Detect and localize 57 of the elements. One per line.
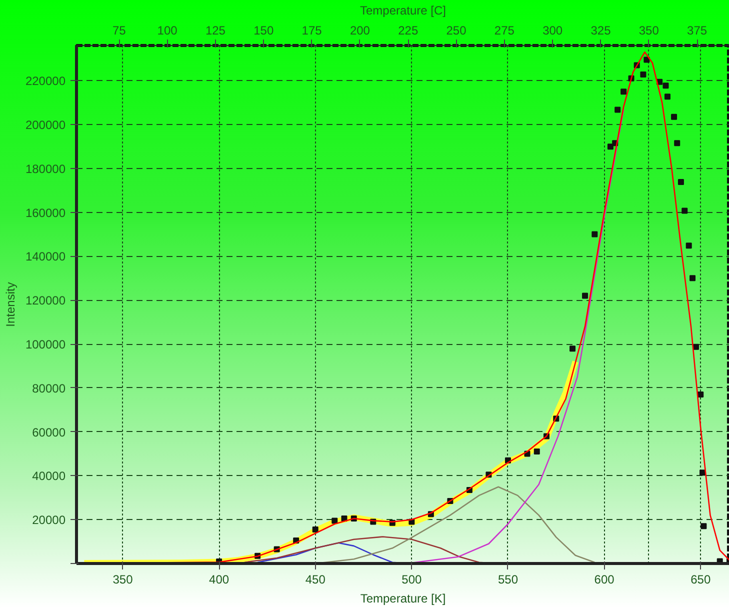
y-tick-label: 40000 [32, 469, 66, 484]
x2-tick-label: 350 [638, 24, 660, 38]
x2-tick-label: 175 [302, 24, 322, 38]
x-tick-label: 450 [305, 572, 326, 586]
point [640, 71, 646, 78]
point [700, 523, 707, 530]
y-tick-label: 120000 [25, 294, 66, 308]
point [592, 231, 598, 238]
x2-tick-label: 75 [112, 24, 126, 38]
x2-tick-label: 225 [398, 24, 418, 38]
x2-tick-label: 300 [542, 24, 563, 38]
point [674, 140, 680, 146]
y-tick-label: 80000 [32, 381, 66, 396]
point [620, 88, 627, 95]
point [671, 114, 678, 120]
x-axis-title: Temperature [K] [360, 592, 446, 606]
x2-tick-label: 375 [687, 24, 708, 38]
point [700, 470, 706, 476]
y-tick-label: 160000 [25, 206, 66, 220]
x2-tick-label: 250 [446, 24, 467, 38]
x2-axis-title: Temperature [C] [360, 4, 446, 18]
x-tick-label: 600 [594, 572, 615, 586]
x2-tick-label: 200 [350, 24, 370, 38]
point [332, 518, 338, 524]
x2-tick-label: 275 [494, 24, 515, 38]
x2-tick-label: 325 [590, 24, 612, 38]
y-tick-label: 140000 [25, 250, 66, 264]
x-tick-label: 550 [498, 572, 518, 586]
x-tick-label: 400 [209, 572, 230, 586]
x2-tick-label: 100 [157, 24, 178, 38]
y-tick-label: 60000 [32, 425, 66, 440]
point [678, 179, 684, 186]
point [570, 346, 576, 352]
point [607, 144, 614, 150]
y-tick-label: 100000 [25, 338, 66, 352]
x2-tick-label: 150 [254, 24, 274, 38]
y-tick-label: 220000 [25, 74, 66, 88]
x2-tick-label: 125 [205, 24, 226, 38]
point [312, 526, 318, 532]
point [698, 391, 704, 398]
x-tick-label: 500 [402, 572, 422, 586]
point [644, 56, 650, 63]
point [686, 242, 692, 249]
y-tick-label: 20000 [32, 513, 66, 528]
point [664, 94, 670, 100]
point [534, 448, 540, 455]
y-tick-label: 180000 [25, 162, 66, 176]
y-tick-label: 200000 [25, 118, 66, 132]
point [682, 208, 688, 214]
x-tick-label: 650 [690, 572, 711, 586]
point [662, 82, 669, 89]
x-tick-label: 350 [112, 572, 134, 586]
point [614, 106, 621, 113]
y-axis-title: Intensity [3, 282, 18, 327]
point [690, 275, 696, 282]
point [692, 344, 699, 350]
point [582, 292, 588, 299]
